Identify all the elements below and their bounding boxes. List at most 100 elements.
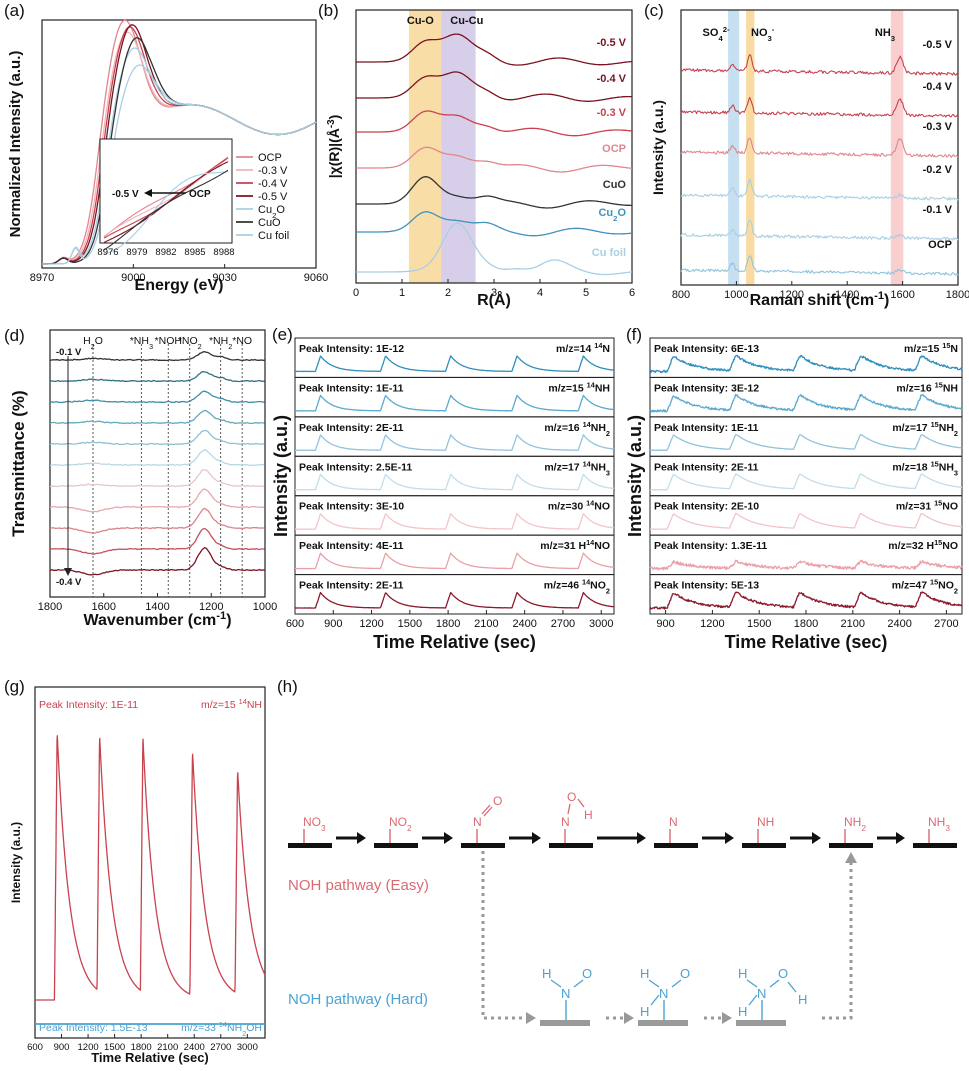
x-tick-label: 2700	[934, 618, 958, 630]
x-tick-label: 2700	[551, 618, 575, 630]
adsorbate-label: N	[659, 986, 668, 1001]
x-tick-label: 1200	[199, 601, 223, 613]
x-tick-label: 1800	[131, 1042, 152, 1053]
band-label: Cu-O	[407, 15, 434, 27]
potential-arrowhead	[64, 568, 72, 576]
series-label: Cu foil	[592, 247, 626, 259]
x-tick-label: 0	[353, 287, 359, 299]
x-tick-label: 3	[491, 287, 497, 299]
x-tick-label: 1800	[794, 618, 818, 630]
peak-intensity-label: Peak Intensity: 3E-12	[654, 382, 759, 394]
x-tick-label: 600	[286, 618, 304, 630]
panel-b: (b) Cu-O Cu-Cu 0 1 2 3 4 5 6 R(Å) |χ(R)|(Å-3) -0.5 V…	[318, 1, 635, 309]
ftir-line	[49, 390, 265, 404]
adsorbate-bond	[567, 803, 571, 815]
band-cu-cu	[441, 10, 476, 283]
series-label: -0.5 V	[923, 39, 953, 51]
adsorbate-label: H	[640, 966, 649, 981]
surface-bar	[654, 843, 698, 848]
x-tick-label: 1000	[253, 601, 277, 613]
series-label: -0.1 V	[923, 204, 953, 216]
x-tick-label: 9000	[121, 272, 145, 284]
peak-intensity-label: Peak Intensity: 2E-10	[654, 501, 759, 513]
potential-label: -0.1 V	[56, 347, 82, 358]
adsorbate-bond	[648, 979, 660, 988]
series-label: -0.2 V	[923, 164, 953, 176]
panel-c: (c) SO42- NO3- NH3 800 1000 1200 1400 1600 1800 Ra…	[644, 1, 969, 309]
band-label: NH3	[875, 27, 895, 43]
peak-intensity-label: Peak Intensity: 2E-11	[299, 422, 404, 434]
y-axis-label: Intensity (a.u.)	[650, 100, 666, 195]
panel-label: (e)	[272, 325, 293, 344]
hard-path-arrow	[822, 863, 853, 1020]
surface-bar	[374, 843, 418, 848]
x-tick-label: 1200	[780, 289, 804, 301]
axes-frame-g	[34, 686, 266, 1039]
legend-label: -0.4 V	[258, 178, 288, 190]
peak-intensity-label: Peak Intensity: 1E-11	[654, 422, 759, 434]
x-tick-label: 9060	[304, 272, 328, 284]
axes-frame-a	[41, 19, 317, 269]
ms-trace	[294, 512, 615, 530]
surface-bar	[736, 1020, 786, 1026]
x-tick-label: 3000	[589, 618, 613, 630]
easy-pathway-label: NOH pathway (Easy)	[288, 877, 429, 894]
series-label: Cu2O	[598, 207, 626, 223]
surface-bar	[913, 843, 957, 848]
ftir-line	[49, 468, 265, 488]
adsorbate-label: H	[738, 1004, 747, 1019]
step-arrowhead	[637, 832, 646, 844]
ft-exafs-line	[356, 211, 633, 237]
series-label: -0.3 V	[597, 107, 627, 119]
x-tick-label: 1200	[700, 618, 724, 630]
adsorbate-bond	[769, 979, 780, 988]
band-label: Cu-Cu	[450, 15, 483, 27]
peak-intensity-label: Peak Intensity: 1.3E-11	[654, 540, 767, 552]
adsorbate-label: NO2	[389, 815, 412, 833]
surface-bar	[540, 1020, 590, 1026]
peak-intensity-label: Peak Intensity: 4E-11	[299, 540, 404, 552]
x-tick-label: 800	[672, 289, 690, 301]
adsorbate-label: O	[567, 790, 576, 804]
inset-arrowhead	[144, 189, 152, 197]
x-axis-label: Raman shift (cm-1)	[750, 290, 890, 309]
x-tick-label: 1000	[724, 289, 748, 301]
mz-label: m/z=17 15NH2	[892, 419, 958, 437]
inset-line	[103, 169, 229, 251]
x-tick-label: 1800	[38, 601, 62, 613]
x-axis-label: Time Relative (sec)	[91, 1050, 209, 1065]
surface-bar	[461, 843, 505, 848]
x-axis-label: Time Relative (sec)	[725, 632, 888, 652]
hard-path-arrowhead	[722, 1012, 732, 1024]
mz-label: m/z=15 14NH	[201, 697, 262, 712]
mz-label: m/z=16 14NH2	[544, 419, 610, 437]
surface-bar	[288, 843, 332, 848]
x-tick-label: 2700	[210, 1042, 231, 1053]
surface-bar	[638, 1020, 688, 1026]
ms-trace	[649, 473, 963, 491]
step-arrowhead	[357, 832, 366, 844]
axes-frame-c	[680, 9, 959, 286]
x-tick-label: 1200	[78, 1042, 99, 1053]
ms-trace	[294, 355, 615, 373]
x-tick-label: 900	[656, 618, 674, 630]
adsorbate-label: N	[473, 815, 482, 829]
x-axis-label: Time Relative (sec)	[373, 632, 536, 652]
marker-label: *NH2	[209, 335, 232, 351]
panel-e: (e) Peak Intensity: 1E-12 m/z=14 14N Peak I…	[271, 325, 615, 652]
ms-trace	[649, 393, 963, 413]
legend-label: Cu foil	[258, 230, 289, 242]
inset-tick-label: 8985	[184, 247, 205, 258]
x-tick-label: 1200	[359, 618, 383, 630]
x-tick-label: 1600	[890, 289, 914, 301]
legend-label: -0.5 V	[258, 191, 288, 203]
mz-label: m/z=16 15NH	[896, 380, 958, 395]
hard-path-arrowhead	[526, 1012, 536, 1024]
ms-trace	[649, 591, 963, 610]
hard-path-arrowhead	[845, 852, 857, 863]
panel-label: (c)	[644, 1, 664, 20]
mz-label: m/z=15 15N	[904, 341, 958, 356]
panel-label: (a)	[4, 1, 25, 20]
adsorbate-bond	[481, 804, 491, 815]
